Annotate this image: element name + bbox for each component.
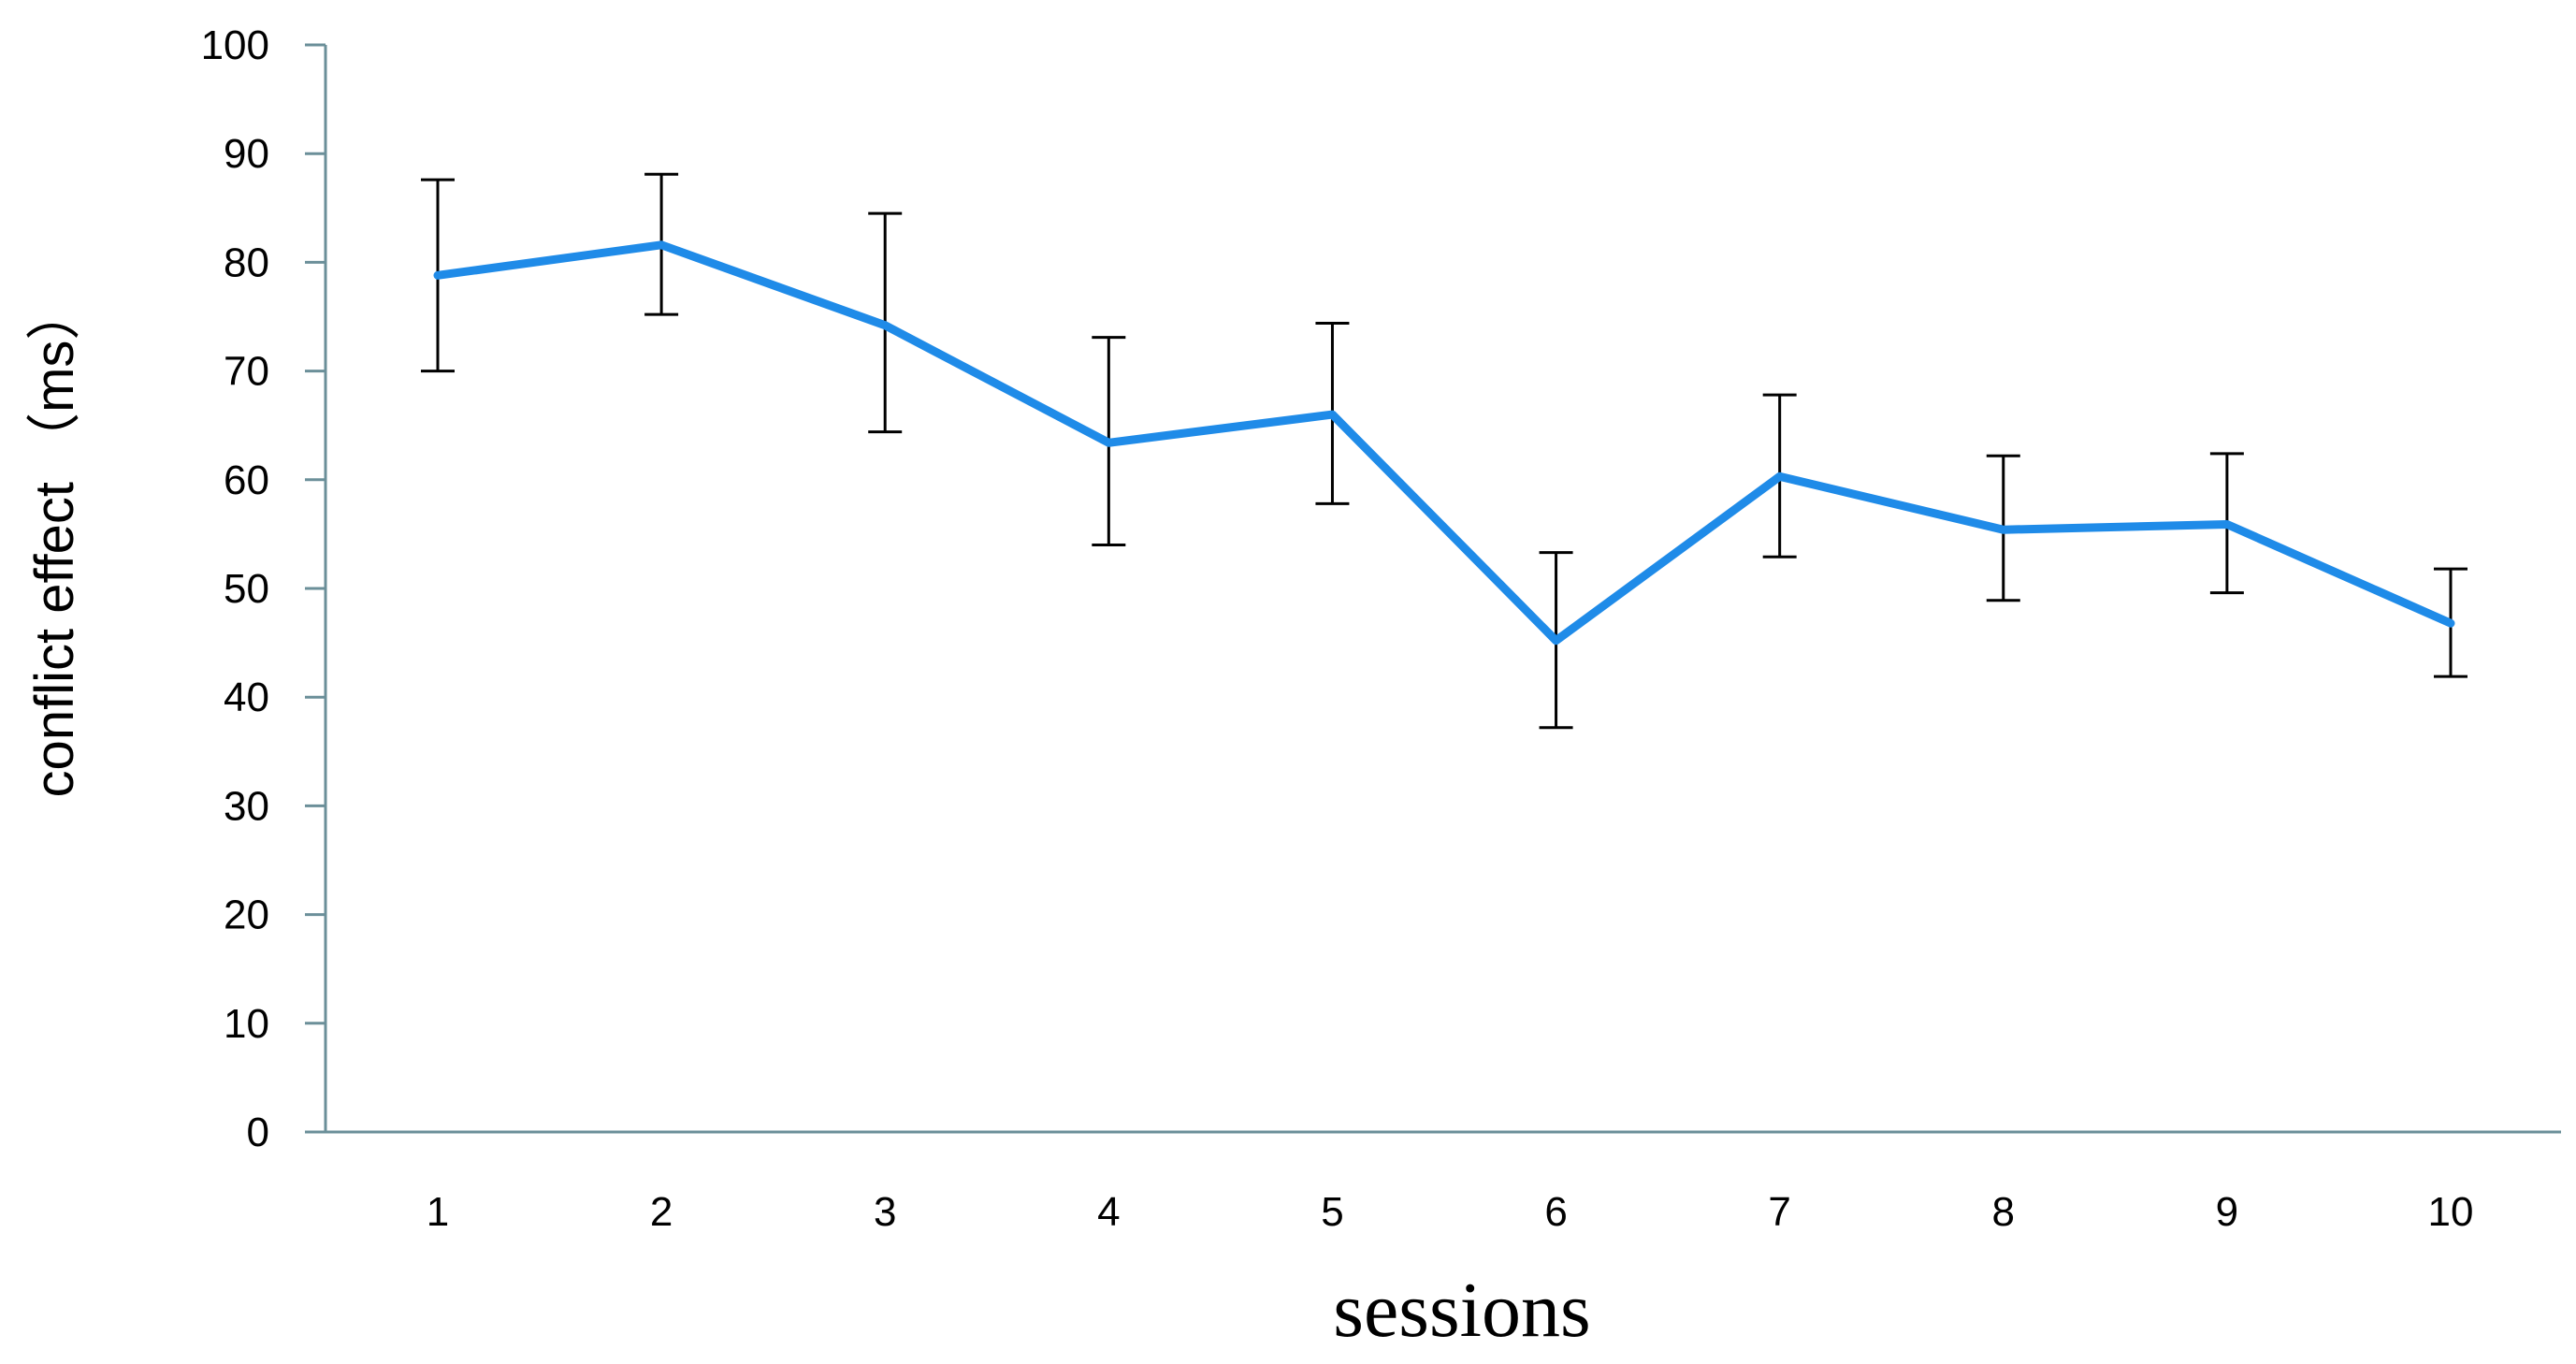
x-tick-label: 6	[1544, 1189, 1567, 1235]
x-tick-label: 8	[1992, 1189, 2015, 1235]
y-tick-label: 100	[201, 22, 269, 68]
x-tick-label: 10	[2428, 1189, 2474, 1235]
x-tick-label: 5	[1321, 1189, 1343, 1235]
y-tick-label: 20	[224, 892, 269, 938]
x-axis-title: sessions	[1333, 1267, 1590, 1354]
x-tick-label: 9	[2216, 1189, 2238, 1235]
y-tick-label: 40	[224, 675, 269, 720]
x-axis-ticks: 1 2 3 4 5 6 7 8 9 10	[427, 1189, 2474, 1235]
y-tick-label: 10	[224, 1001, 269, 1047]
x-tick-label: 3	[874, 1189, 896, 1235]
y-tick-label: 0	[247, 1110, 269, 1155]
x-tick-label: 4	[1097, 1189, 1120, 1235]
axes	[324, 45, 2561, 1134]
y-axis-ticks: 0 10 20 30 40 50 60 70 80 90 100	[201, 22, 326, 1155]
x-tick-label: 1	[427, 1189, 449, 1235]
x-tick-label: 7	[1768, 1189, 1790, 1235]
error-bars	[421, 172, 2467, 730]
y-tick-label: 90	[224, 131, 269, 177]
y-tick-label: 30	[224, 783, 269, 829]
y-tick-label: 60	[224, 457, 269, 503]
series-line	[433, 240, 2455, 646]
y-axis-title: conflict effect （ms）	[24, 286, 85, 798]
y-tick-label: 50	[224, 566, 269, 612]
x-tick-label: 2	[650, 1189, 673, 1235]
y-tick-label: 80	[224, 239, 269, 285]
y-tick-label: 70	[224, 349, 269, 395]
